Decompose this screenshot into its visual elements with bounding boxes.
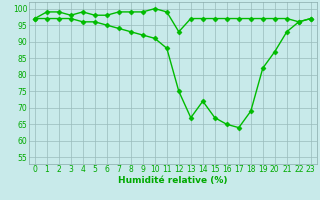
- X-axis label: Humidité relative (%): Humidité relative (%): [118, 176, 228, 185]
